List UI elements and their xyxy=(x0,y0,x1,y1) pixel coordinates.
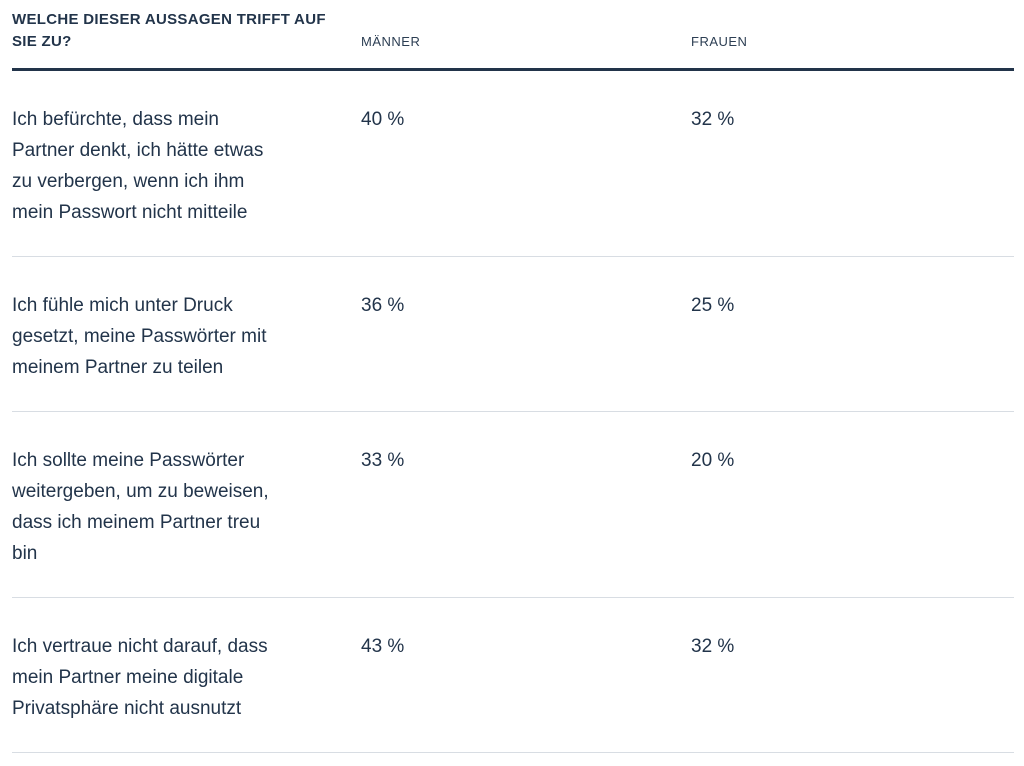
women-value: 25 % xyxy=(691,295,735,316)
men-value: 33 % xyxy=(361,450,405,471)
statement-cell: Ich fühle mich unter Druck gesetzt, mein… xyxy=(12,295,267,378)
statement-cell: Ich befürchte, dass mein Partner denkt, … xyxy=(12,109,264,223)
column-header-women: FRAUEN xyxy=(691,34,748,49)
statement-cell: Ich vertraue nicht darauf, dass mein Par… xyxy=(12,636,268,719)
men-value: 43 % xyxy=(361,636,405,657)
table-row: Ich sollte meine Passwörter weitergeben,… xyxy=(12,412,1014,598)
women-value: 32 % xyxy=(691,109,735,130)
table-row: Ich befürchte, dass mein Partner denkt, … xyxy=(12,71,1014,257)
women-value: 20 % xyxy=(691,450,735,471)
table-header: WELCHE DIESER AUSSAGEN TRIFFT AUF SIE ZU… xyxy=(12,0,1014,71)
column-header-men: MÄNNER xyxy=(361,34,421,49)
men-value: 36 % xyxy=(361,295,405,316)
table-question-title: WELCHE DIESER AUSSAGEN TRIFFT AUF SIE ZU… xyxy=(12,11,326,50)
women-value: 32 % xyxy=(691,636,735,657)
table-row: Ich vertraue nicht darauf, dass mein Par… xyxy=(12,598,1014,753)
men-value: 40 % xyxy=(361,109,405,130)
table-row: Ich fühle mich unter Druck gesetzt, mein… xyxy=(12,257,1014,412)
statement-cell: Ich sollte meine Passwörter weitergeben,… xyxy=(12,450,269,564)
